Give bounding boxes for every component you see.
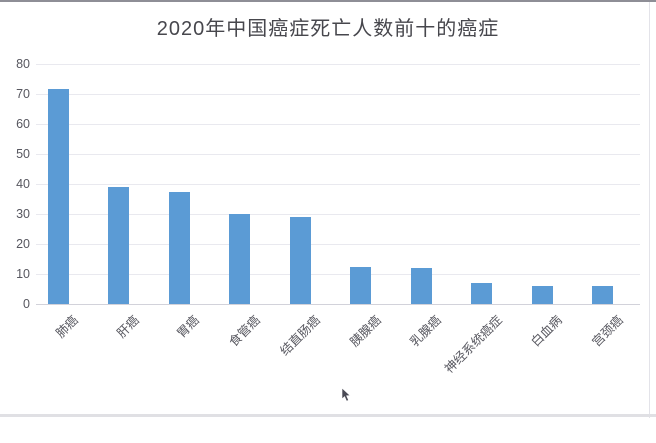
x-axis-category-label: 胃癌 xyxy=(174,313,202,341)
gridline xyxy=(36,244,640,245)
gridline xyxy=(36,124,640,125)
mouse-cursor-icon xyxy=(341,388,351,402)
x-axis-category-label: 宫颈癌 xyxy=(589,313,626,350)
y-axis-tick-label: 0 xyxy=(23,297,30,311)
x-axis-category-label: 食管癌 xyxy=(226,313,263,350)
gridline xyxy=(36,214,640,215)
x-axis-line xyxy=(36,304,640,305)
y-axis-tick-label: 30 xyxy=(16,207,30,221)
plot-area: 0 10 20 30 40 50 60 70 80 肺癌 肝癌 胃癌 食管癌 结直肠癌 胰腺癌 乳腺癌 神经系统… xyxy=(0,2,656,418)
y-axis-tick-label: 20 xyxy=(16,237,30,251)
bar-4 xyxy=(229,214,250,304)
bar-3 xyxy=(169,192,190,304)
gridline xyxy=(36,274,640,275)
gridline xyxy=(36,64,640,65)
y-axis-tick-label: 40 xyxy=(16,177,30,191)
gridline xyxy=(36,154,640,155)
y-axis-tick-label: 10 xyxy=(16,267,30,281)
bar-10 xyxy=(592,286,613,304)
y-axis-tick-label: 70 xyxy=(16,87,30,101)
bar-6 xyxy=(350,267,371,304)
y-axis-tick-label: 60 xyxy=(16,117,30,131)
y-axis-tick-label: 80 xyxy=(16,57,30,71)
x-axis-category-label: 神经系统癌症 xyxy=(441,313,505,376)
x-axis-category-label: 结直肠癌 xyxy=(277,313,323,359)
bar-7 xyxy=(411,268,432,304)
bar-5 xyxy=(290,217,311,304)
bar-2 xyxy=(108,187,129,304)
x-axis-category-label: 白血病 xyxy=(528,313,565,350)
bar-1 xyxy=(48,89,69,304)
x-axis-category-label: 乳腺癌 xyxy=(407,313,444,350)
bar-8 xyxy=(471,283,492,304)
bar-9 xyxy=(532,286,553,304)
gridline xyxy=(36,94,640,95)
window-right-border xyxy=(649,2,650,418)
x-axis-category-label: 肝癌 xyxy=(114,313,142,341)
gridline xyxy=(36,184,640,185)
chart-title: 2020年中国癌症死亡人数前十的癌症 xyxy=(156,18,500,40)
y-axis-tick-label: 50 xyxy=(16,147,30,161)
x-axis-category-label: 胰腺癌 xyxy=(347,313,384,350)
chart-window: 2020年中国癌症死亡人数前十的癌症 0 10 20 30 40 50 60 70 80 肺癌 肝癌… xyxy=(0,0,656,418)
